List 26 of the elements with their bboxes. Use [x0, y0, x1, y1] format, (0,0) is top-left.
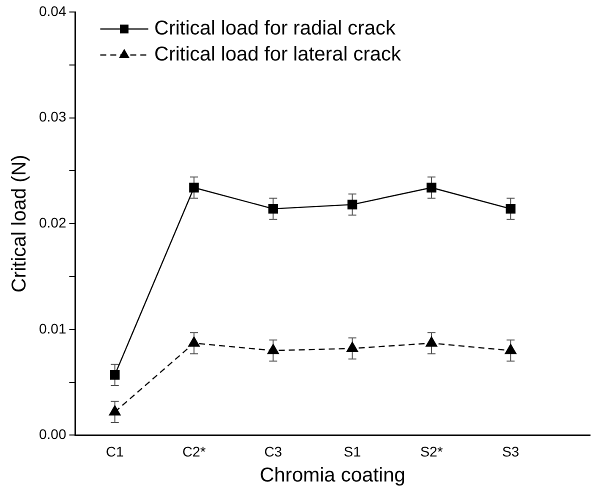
x-tick-label: S2* — [420, 443, 444, 460]
x-axis-title: Chromia coating — [260, 464, 406, 487]
y-tick-label: 0.02 — [39, 214, 66, 230]
x-tick-label: S1 — [344, 443, 362, 460]
legend-label: Critical load for radial crack — [154, 18, 396, 40]
point — [346, 342, 358, 352]
y-axis-title: Critical load (N) — [8, 154, 31, 293]
y-tick-label: 0.03 — [39, 108, 66, 125]
point — [189, 182, 199, 192]
y-tick-label: 0.00 — [39, 426, 66, 442]
point — [426, 336, 438, 347]
point — [347, 200, 358, 210]
x-tick-label: S3 — [502, 443, 520, 460]
x-tick-label: C1 — [106, 443, 124, 460]
point — [268, 204, 278, 214]
x-tick-label: C3 — [264, 443, 282, 460]
point — [504, 344, 516, 354]
y-tick-label: 0.04 — [39, 2, 66, 19]
point — [188, 336, 200, 347]
point — [426, 182, 436, 192]
legend-label: Critical load for lateral crack — [154, 44, 402, 66]
point — [109, 405, 121, 416]
point — [267, 344, 279, 354]
y-tick-label: 0.01 — [39, 320, 66, 336]
x-tick-label: C2* — [182, 443, 206, 460]
point — [506, 204, 516, 214]
